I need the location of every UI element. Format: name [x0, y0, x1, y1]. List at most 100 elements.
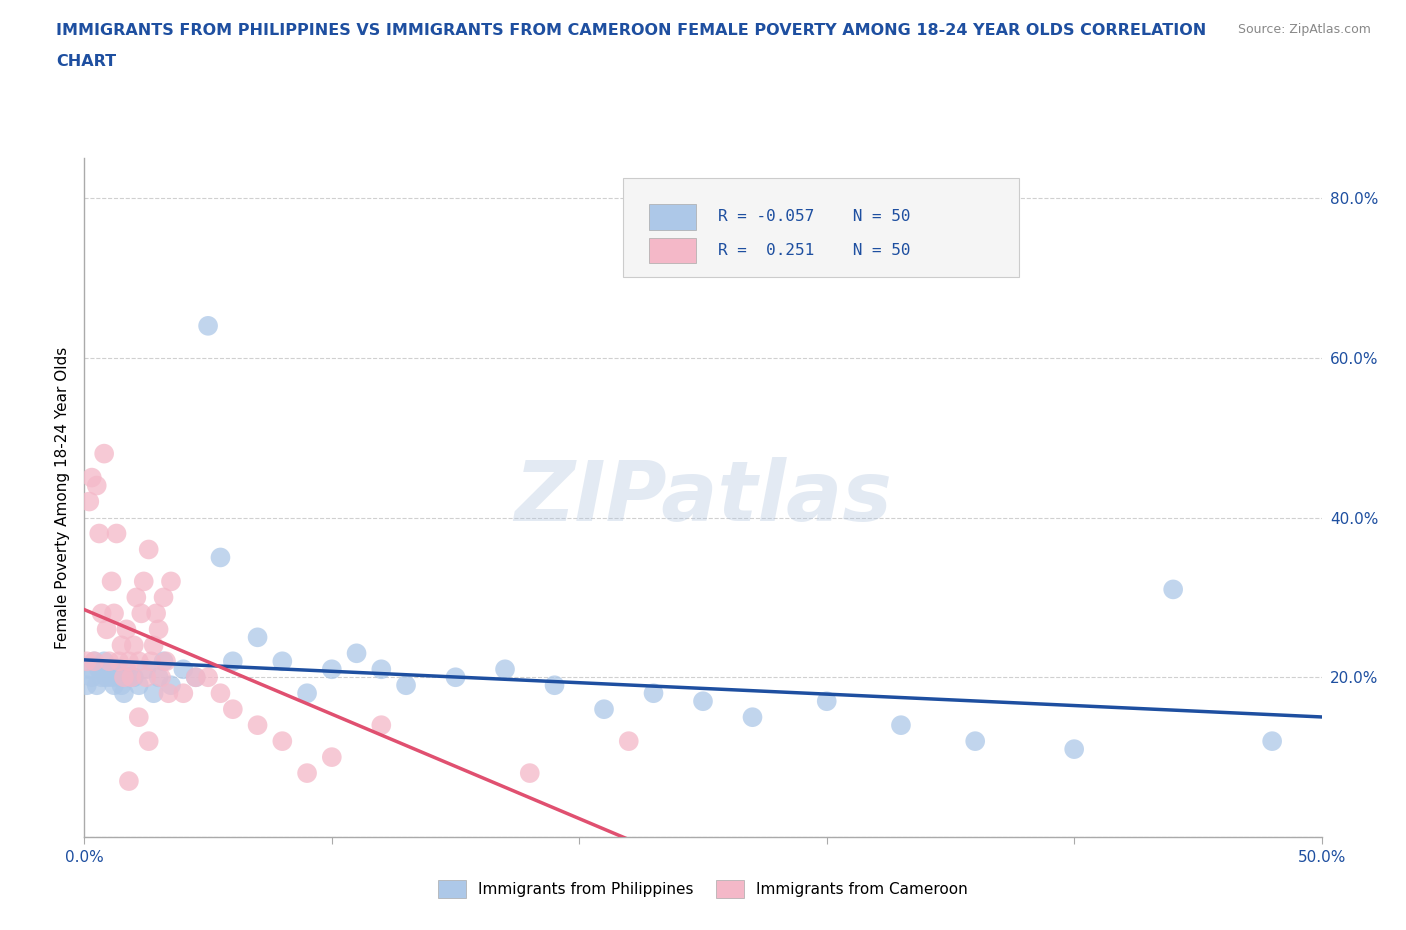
- Point: [118, 774, 141, 789]
- Point: [157, 685, 180, 700]
- Point: [815, 694, 838, 709]
- Point: [80, 670, 103, 684]
- Point: [519, 765, 541, 780]
- Bar: [648, 238, 696, 263]
- Point: [142, 638, 165, 653]
- Point: [160, 678, 183, 693]
- Point: [1261, 734, 1284, 749]
- Text: R = -0.057    N = 50: R = -0.057 N = 50: [718, 209, 910, 224]
- Point: [741, 710, 763, 724]
- Point: [1161, 582, 1184, 597]
- Point: [346, 645, 368, 660]
- Point: [395, 678, 418, 693]
- Point: [370, 662, 392, 677]
- Point: [643, 685, 665, 700]
- Point: [83, 654, 105, 669]
- Point: [148, 622, 170, 637]
- Point: [76, 654, 98, 669]
- Point: [494, 662, 516, 677]
- Point: [103, 678, 125, 693]
- Point: [79, 494, 101, 509]
- Point: [118, 670, 141, 684]
- Point: [122, 670, 145, 684]
- Point: [100, 574, 122, 589]
- Point: [120, 670, 142, 684]
- FancyBboxPatch shape: [623, 179, 1018, 277]
- Point: [86, 478, 108, 493]
- Point: [295, 765, 318, 780]
- Point: [96, 622, 118, 637]
- Point: [83, 654, 105, 669]
- Point: [209, 685, 232, 700]
- Point: [108, 670, 131, 684]
- Point: [142, 685, 165, 700]
- Point: [89, 662, 111, 677]
- Point: [105, 526, 128, 541]
- Text: CHART: CHART: [56, 54, 117, 69]
- Point: [125, 590, 148, 604]
- Point: [152, 654, 174, 669]
- Point: [593, 702, 616, 717]
- Point: [128, 678, 150, 693]
- Point: [128, 710, 150, 724]
- Point: [98, 654, 121, 669]
- Point: [129, 606, 152, 621]
- Point: [197, 318, 219, 333]
- Point: [617, 734, 640, 749]
- Point: [115, 662, 138, 677]
- Point: [108, 654, 131, 669]
- Point: [138, 542, 160, 557]
- Text: ZIPatlas: ZIPatlas: [515, 457, 891, 538]
- Point: [80, 471, 103, 485]
- Point: [135, 670, 157, 684]
- Point: [172, 662, 194, 677]
- Point: [890, 718, 912, 733]
- Point: [100, 670, 122, 684]
- Point: [105, 662, 128, 677]
- Point: [93, 654, 115, 669]
- Point: [145, 606, 167, 621]
- Point: [184, 670, 207, 684]
- Point: [965, 734, 987, 749]
- Point: [103, 606, 125, 621]
- Point: [271, 734, 294, 749]
- Point: [209, 550, 232, 565]
- Point: [90, 606, 112, 621]
- Text: Source: ZipAtlas.com: Source: ZipAtlas.com: [1237, 23, 1371, 36]
- Point: [184, 670, 207, 684]
- Point: [160, 574, 183, 589]
- Point: [222, 702, 245, 717]
- Point: [1063, 742, 1085, 757]
- Point: [444, 670, 467, 684]
- Point: [98, 662, 121, 677]
- Y-axis label: Female Poverty Among 18-24 Year Olds: Female Poverty Among 18-24 Year Olds: [55, 347, 70, 649]
- Point: [172, 685, 194, 700]
- Point: [246, 718, 269, 733]
- Point: [543, 678, 565, 693]
- Point: [76, 678, 98, 693]
- Point: [115, 622, 138, 637]
- Point: [112, 670, 135, 684]
- Text: R =  0.251    N = 50: R = 0.251 N = 50: [718, 243, 910, 259]
- Point: [89, 526, 111, 541]
- Point: [155, 654, 177, 669]
- Point: [132, 574, 155, 589]
- Point: [110, 638, 132, 653]
- Point: [321, 662, 343, 677]
- Bar: [648, 204, 696, 230]
- Point: [90, 670, 112, 684]
- Point: [93, 446, 115, 461]
- Point: [246, 630, 269, 644]
- Point: [86, 678, 108, 693]
- Legend: Immigrants from Philippines, Immigrants from Cameroon: Immigrants from Philippines, Immigrants …: [432, 874, 974, 904]
- Point: [692, 694, 714, 709]
- Point: [128, 654, 150, 669]
- Point: [197, 670, 219, 684]
- Point: [112, 685, 135, 700]
- Point: [295, 685, 318, 700]
- Point: [118, 654, 141, 669]
- Point: [135, 662, 157, 677]
- Point: [321, 750, 343, 764]
- Point: [148, 670, 170, 684]
- Point: [79, 662, 101, 677]
